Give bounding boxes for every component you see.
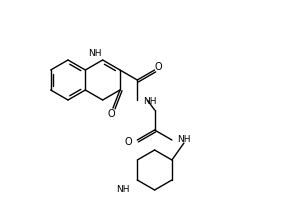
Text: NH: NH bbox=[177, 134, 190, 144]
Text: NH: NH bbox=[88, 49, 102, 58]
Text: NH: NH bbox=[116, 185, 129, 194]
Text: O: O bbox=[107, 109, 115, 119]
Text: O: O bbox=[155, 62, 162, 72]
Text: NH: NH bbox=[143, 97, 157, 106]
Text: O: O bbox=[125, 137, 132, 147]
